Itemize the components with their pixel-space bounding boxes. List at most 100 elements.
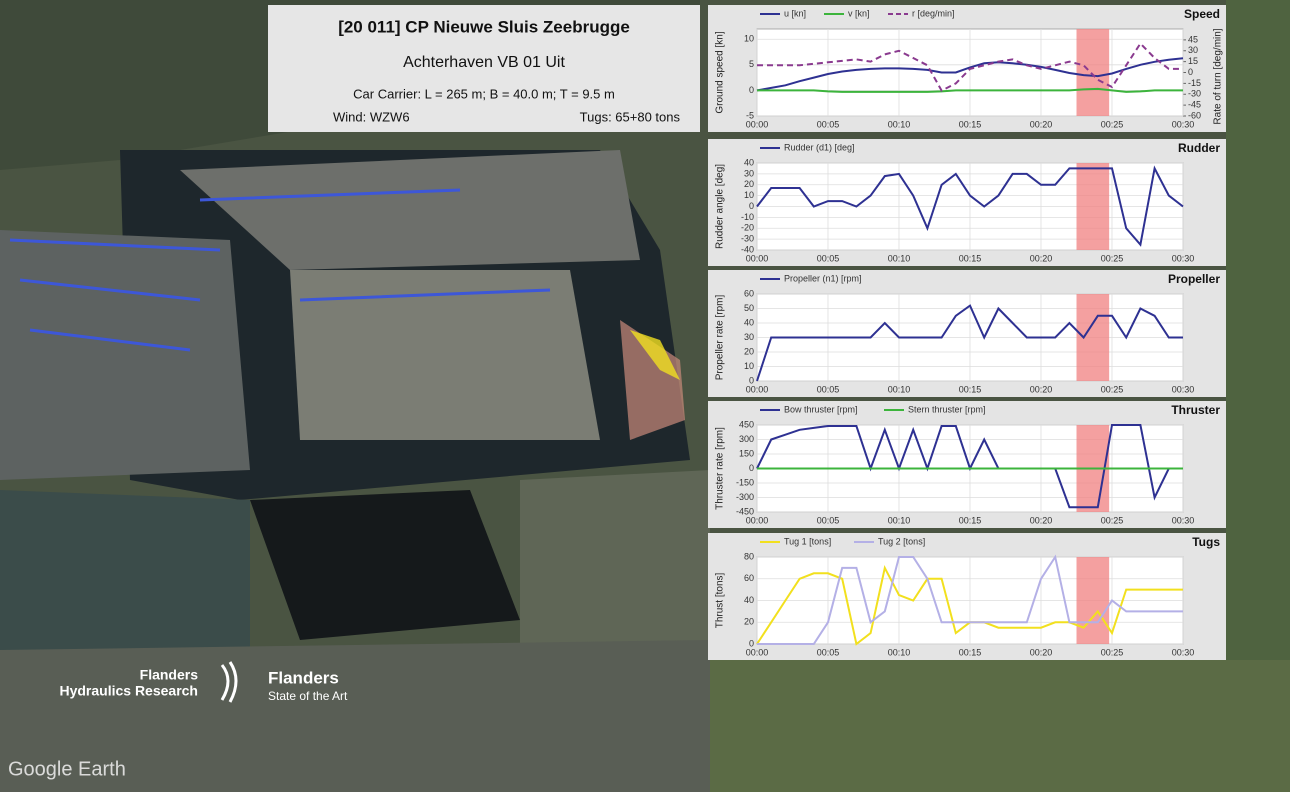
series-line [757,87,1183,93]
info-subtitle: Achterhaven VB 01 Uit [403,54,565,71]
y-axis-label: Rudder angle [deg] [715,164,726,249]
y-tick-label: -10 [741,212,754,222]
y-tick-label: 40 [744,595,754,605]
x-tick-label: 00:15 [959,384,982,394]
x-tick-label: 00:15 [959,253,982,263]
x-tick-label: 00:30 [1172,384,1195,394]
y-tick-label: 0 [749,201,754,211]
legend-label: Tug 1 [tons] [784,536,831,546]
x-tick-label: 00:20 [1030,515,1053,525]
fhr-logo-line1: Flanders [140,667,199,683]
y-tick-label: -300 [736,492,754,502]
info-wind: Wind: WZW6 [333,109,410,124]
y-tick-label: -5 [746,110,754,120]
chart-panel: 0 20 40 60 80 00:00 00:05 00:10 00:15 00:20 00:25 0… [708,533,1226,660]
highlight-band [1076,294,1110,381]
y-tick-label: 40 [744,317,754,327]
y-tick-label: 0 [749,85,754,95]
y-tick-label: 450 [739,419,754,429]
fhr-logo-line2: Hydraulics Research [59,683,198,699]
y-tick-label: 0 [749,375,754,385]
chart-title: Thruster [1171,403,1220,417]
legend-label: Propeller (n1) [rpm] [784,273,862,283]
fields [1226,0,1290,660]
x-tick-label: 00:25 [1101,515,1124,525]
y-tick-label: 10 [744,361,754,371]
x-tick-label: 00:10 [888,647,911,657]
y-tick-label: 30 [744,332,754,342]
legend-label: Bow thruster [rpm] [784,404,858,414]
x-tick-label: 00:05 [817,119,840,129]
y2-tick-label: 45 [1188,34,1198,44]
y-tick-label: 60 [744,573,754,583]
y-tick-label: -150 [736,477,754,487]
flanders-logo: Flanders [268,668,339,687]
series-line [756,304,1183,382]
x-tick-label: 00:25 [1101,119,1124,129]
y2-axis-label: Rate of turn [deg/min] [1213,28,1224,124]
y-tick-label: 5 [749,59,754,69]
x-tick-label: 00:20 [1030,647,1053,657]
x-tick-label: 00:05 [817,647,840,657]
x-tick-label: 00:10 [888,119,911,129]
y-axis-label: Propeller rate [rpm] [715,294,726,380]
y-tick-label: 50 [744,303,754,313]
series-line [756,57,1184,92]
info-panel [268,5,700,132]
x-tick-label: 00:10 [888,384,911,394]
logos: Flanders Hydraulics Research Flanders St… [8,661,348,780]
y-tick-label: 20 [744,346,754,356]
y-axis-label: Thrust [tons] [715,572,726,628]
y2-tick-label: -45 [1188,100,1201,110]
series-line [757,554,1183,645]
y2-tick-label: 0 [1188,67,1193,77]
series-line [757,41,1183,92]
info-title: [20 011] CP Nieuwe Sluis Zeebrugge [338,17,630,36]
chart-title: Speed [1184,7,1220,21]
y2-tick-label: 30 [1188,45,1198,55]
x-tick-label: 00:00 [746,253,769,263]
legend-label: Rudder (d1) [deg] [784,142,855,152]
y-tick-label: 0 [749,638,754,648]
y-tick-label: 150 [739,448,754,458]
legend-label: r [deg/min] [912,8,955,18]
x-tick-label: 00:25 [1101,253,1124,263]
fields [710,660,1290,792]
x-tick-label: 00:00 [746,515,769,525]
highlight-band [1076,163,1110,250]
y2-tick-label: -30 [1188,89,1201,99]
land-south [0,640,710,792]
y-tick-label: 300 [739,434,754,444]
google-earth-logo: Google Earth [8,758,126,780]
water-west [0,490,250,660]
chart-title: Propeller [1168,272,1220,286]
x-tick-label: 00:20 [1030,119,1053,129]
y-tick-label: 20 [744,179,754,189]
x-tick-label: 00:00 [746,647,769,657]
y-axis-label: Thruster rate [rpm] [715,427,726,510]
x-tick-label: 00:05 [817,384,840,394]
x-tick-label: 00:25 [1101,384,1124,394]
x-tick-label: 00:10 [888,253,911,263]
legend-label: Tug 2 [tons] [878,536,925,546]
x-tick-label: 00:05 [817,253,840,263]
water-dock [250,490,520,640]
x-tick-label: 00:15 [959,515,982,525]
legend-label: v [kn] [848,8,870,18]
x-tick-label: 00:05 [817,515,840,525]
y-tick-label: 30 [744,168,754,178]
x-tick-label: 00:30 [1172,515,1195,525]
y-tick-label: -40 [741,244,754,254]
x-tick-label: 00:15 [959,119,982,129]
y-tick-label: 60 [744,288,754,298]
y-tick-label: -30 [741,234,754,244]
highlight-band [1076,557,1110,644]
x-tick-label: 00:20 [1030,384,1053,394]
x-tick-label: 00:30 [1172,253,1195,263]
y-tick-label: 40 [744,157,754,167]
series-line [756,165,1184,247]
y-tick-label: -20 [741,223,754,233]
tug-track [630,330,680,380]
